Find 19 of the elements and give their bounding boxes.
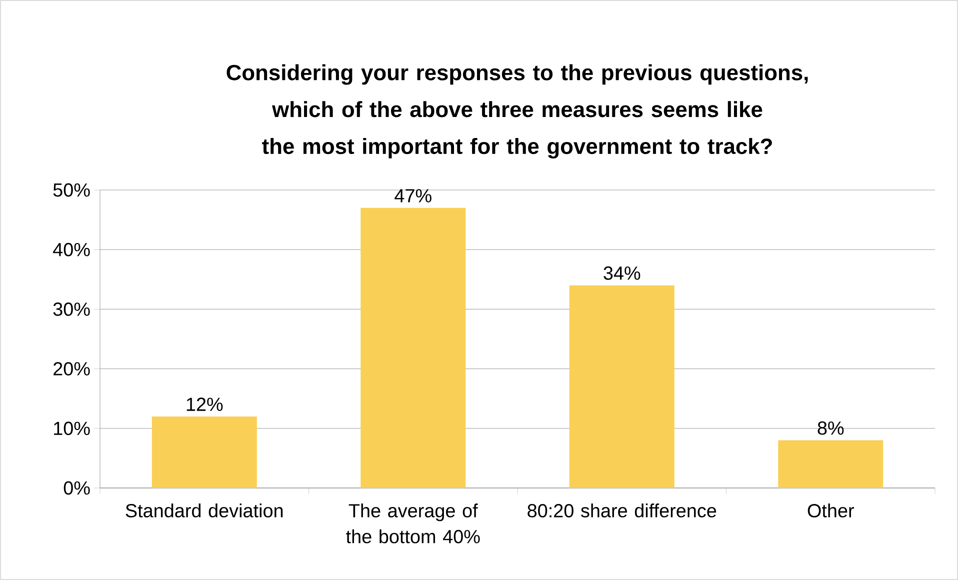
x-tick-label: 80:20 share difference [528,504,716,518]
bar [152,416,257,488]
y-tick-label: 40% [53,242,90,256]
bar [569,285,674,488]
y-tick-label: 10% [54,422,90,436]
y-tick-label: 30% [53,302,90,316]
x-tick-label: Other [808,504,854,518]
data-label: 12% [186,398,223,411]
bar [360,208,466,488]
data-label: 47% [394,189,432,202]
bar [778,440,884,488]
x-tick-label: The average of the bottom 40% [346,504,480,544]
y-tick-label: 0% [64,481,90,495]
chart-title: Considering your responses to the previous questions, which of the above three measures seems like the most important for the government to track? [226,64,808,158]
y-tick-label: 20% [54,362,90,376]
data-label: 8% [818,421,844,435]
y-tick-label: 50% [53,183,90,197]
data-label: 34% [604,266,640,280]
x-tick-label: Standard deviation [126,504,283,518]
